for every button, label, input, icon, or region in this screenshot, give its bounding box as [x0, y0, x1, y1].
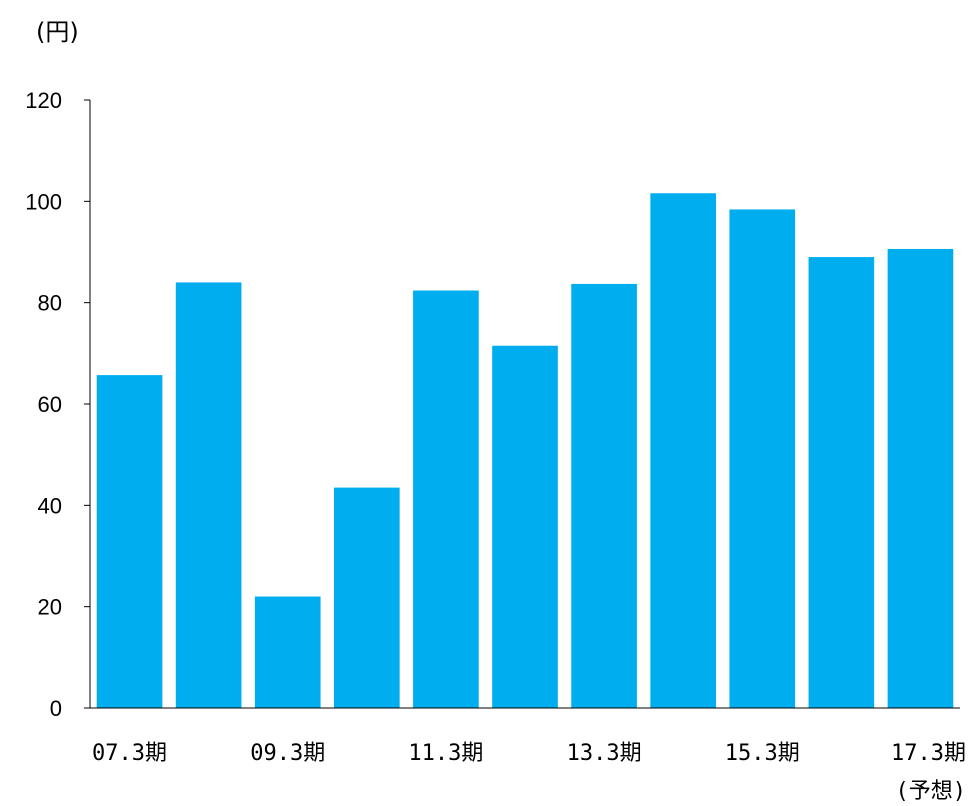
y-unit-label: (円) [36, 18, 79, 46]
bar [571, 283, 637, 708]
bar [96, 375, 163, 708]
x-tick-label: 17.3期 [891, 741, 966, 766]
bar [413, 290, 479, 708]
bar [808, 257, 875, 708]
y-axis: 0 20 40 60 80 100 120 [25, 88, 91, 721]
bar [254, 596, 321, 708]
x-tick-label: 15.3期 [725, 741, 800, 766]
bar [650, 193, 717, 709]
x-tick-label: 13.3期 [567, 741, 642, 766]
y-tick-label: 80 [38, 291, 62, 316]
bar [334, 487, 400, 708]
y-tick-label: 20 [38, 595, 62, 620]
x-tick-label: 11.3期 [408, 741, 483, 766]
y-tick-label: 100 [25, 189, 62, 214]
y-tick-label: 60 [38, 392, 62, 417]
x-tick-sublabel: (予想) [896, 779, 967, 804]
bar [887, 248, 954, 708]
bar [492, 345, 558, 708]
x-tick-label: 07.3期 [92, 741, 167, 766]
bar [729, 209, 796, 708]
x-axis: 07.3期 09.3期 11.3期 13.3期 15.3期 17.3期 (予想) [90, 707, 967, 804]
x-tick-label: 09.3期 [250, 741, 325, 766]
y-tick-label: 40 [38, 493, 62, 518]
y-tick-label: 0 [50, 696, 62, 721]
bars [96, 193, 954, 709]
bar [175, 282, 242, 708]
y-tick-label: 120 [25, 88, 62, 113]
